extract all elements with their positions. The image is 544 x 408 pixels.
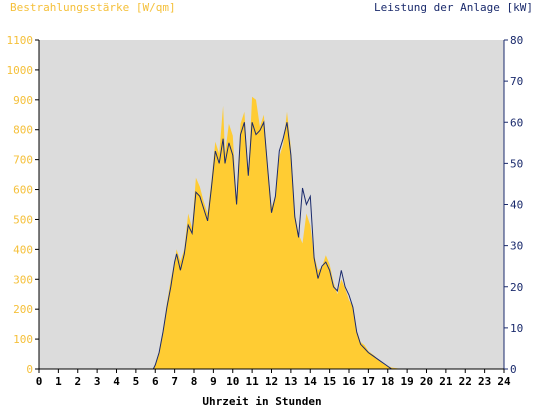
x-tick-label: 10	[226, 375, 239, 388]
x-tick-label: 16	[342, 375, 356, 388]
x-tick-label: 4	[113, 375, 120, 388]
x-tick-label: 6	[152, 375, 159, 388]
x-tick-label: 23	[478, 375, 491, 388]
irradiance-area	[39, 96, 504, 370]
left-tick-label: 0	[26, 363, 33, 376]
right-tick-label: 0	[510, 363, 517, 376]
right-tick-label: 70	[510, 75, 523, 88]
x-tick-label: 20	[420, 375, 433, 388]
x-tick-label: 11	[246, 375, 260, 388]
left-axis-title: Bestrahlungsstärke [W/qm]	[10, 1, 176, 14]
x-tick-label: 18	[381, 375, 394, 388]
left-tick-label: 500	[13, 213, 33, 226]
left-tick-label: 600	[13, 184, 33, 197]
left-tick-label: 1000	[7, 64, 34, 77]
x-tick-label: 17	[362, 375, 375, 388]
right-axis-title: Leistung der Anlage [kW]	[374, 1, 533, 14]
x-tick-label: 14	[304, 375, 318, 388]
x-axis-title: Uhrzeit in Stunden	[202, 395, 321, 408]
left-tick-label: 300	[13, 273, 33, 286]
left-tick-label: 700	[13, 154, 33, 167]
x-tick-label: 21	[439, 375, 453, 388]
right-tick-label: 40	[510, 199, 523, 212]
right-tick-label: 10	[510, 322, 523, 335]
right-tick-label: 30	[510, 240, 523, 253]
x-tick-label: 22	[459, 375, 472, 388]
left-tick-label: 900	[13, 94, 33, 107]
left-tick-label: 800	[13, 124, 33, 137]
x-tick-label: 5	[133, 375, 140, 388]
x-tick-label: 13	[284, 375, 297, 388]
x-tick-label: 8	[191, 375, 198, 388]
x-tick-label: 12	[265, 375, 278, 388]
x-tick-label: 15	[323, 375, 336, 388]
x-tick-label: 19	[401, 375, 414, 388]
x-tick-label: 9	[210, 375, 217, 388]
left-tick-label: 200	[13, 303, 33, 316]
power-line	[39, 120, 504, 370]
x-tick-label: 7	[171, 375, 178, 388]
x-tick-label: 24	[497, 375, 511, 388]
right-tick-label: 50	[510, 157, 523, 170]
left-tick-label: 400	[13, 243, 33, 256]
left-tick-label: 100	[13, 333, 33, 346]
left-tick-label: 1100	[7, 34, 34, 47]
x-tick-label: 2	[74, 375, 81, 388]
x-tick-label: 3	[94, 375, 101, 388]
x-tick-label: 0	[36, 375, 43, 388]
right-tick-label: 60	[510, 116, 523, 129]
right-tick-label: 20	[510, 281, 523, 294]
x-tick-label: 1	[55, 375, 62, 388]
right-tick-label: 80	[510, 34, 523, 47]
